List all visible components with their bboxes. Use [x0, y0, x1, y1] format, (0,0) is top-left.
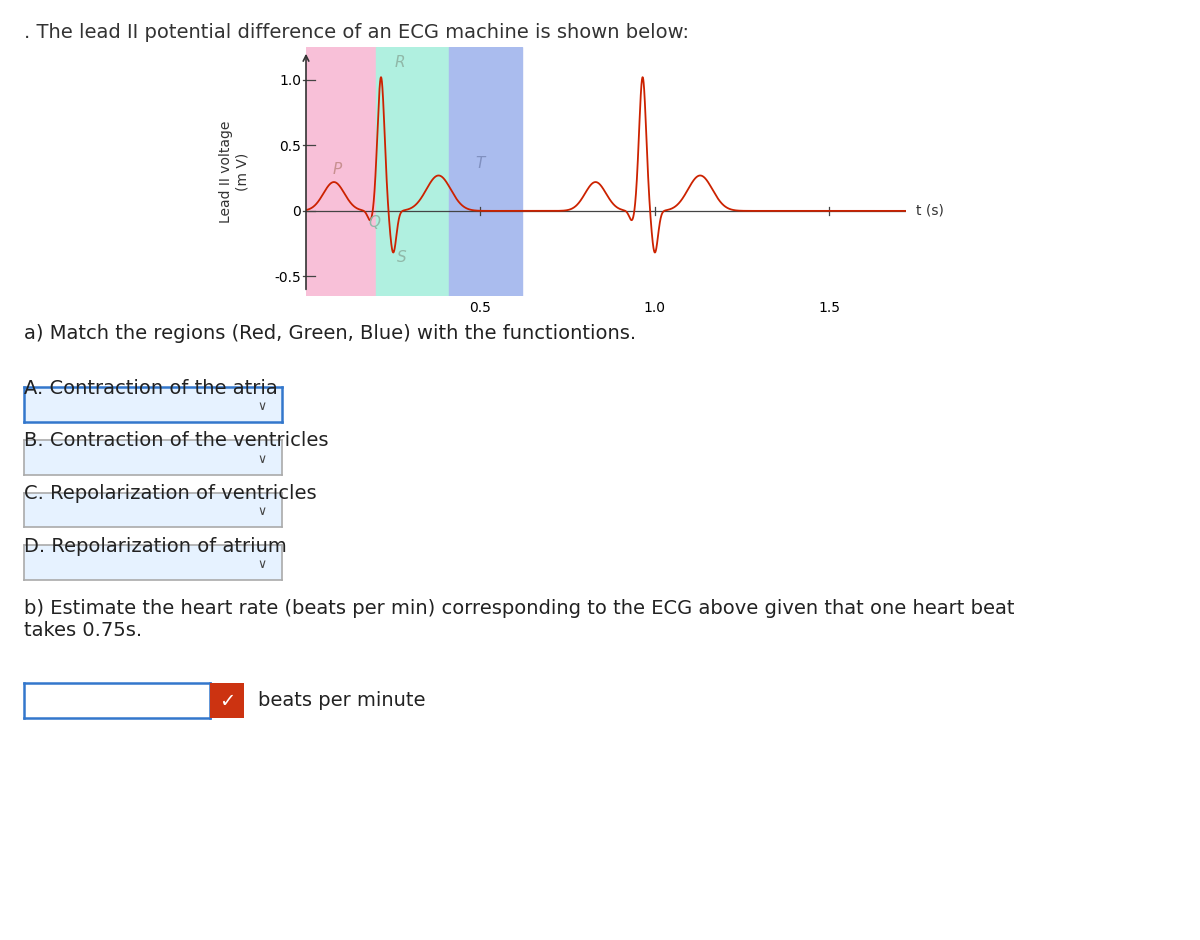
Text: ∨: ∨: [257, 400, 266, 413]
Bar: [376, 47, 449, 296]
Text: A. Contraction of the atria: A. Contraction of the atria: [24, 379, 277, 398]
Bar: [449, 47, 522, 296]
Text: . The lead II potential difference of an ECG machine is shown below:: . The lead II potential difference of an…: [24, 24, 689, 42]
Bar: [306, 47, 376, 296]
Text: ∨: ∨: [257, 557, 266, 571]
Text: t (s): t (s): [917, 204, 944, 218]
Text: b) Estimate the heart rate (beats per min) corresponding to the ECG above given : b) Estimate the heart rate (beats per mi…: [24, 599, 1014, 640]
Text: C. Repolarization of ventricles: C. Repolarization of ventricles: [24, 484, 317, 503]
Text: R: R: [395, 55, 406, 70]
Text: Q: Q: [368, 214, 380, 229]
Text: ✓: ✓: [218, 692, 235, 711]
Text: D. Repolarization of atrium: D. Repolarization of atrium: [24, 537, 287, 556]
Text: beats per minute: beats per minute: [258, 691, 426, 711]
Text: a) Match the regions (Red, Green, Blue) with the functiontions.: a) Match the regions (Red, Green, Blue) …: [24, 324, 636, 343]
Text: P: P: [332, 163, 342, 177]
Text: ∨: ∨: [257, 505, 266, 518]
Text: S: S: [397, 250, 407, 265]
Text: T: T: [475, 156, 485, 171]
Y-axis label: Lead II voltage
(m V): Lead II voltage (m V): [218, 120, 250, 223]
Text: B. Contraction of the ventricles: B. Contraction of the ventricles: [24, 431, 329, 450]
Text: ∨: ∨: [257, 452, 266, 465]
